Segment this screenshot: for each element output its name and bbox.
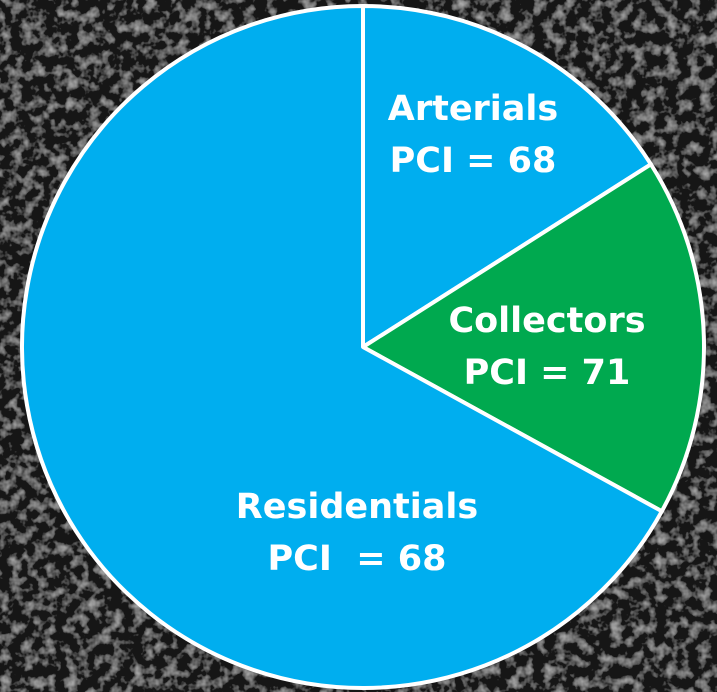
slice-label-arterials-pci: PCI = 68	[390, 141, 557, 181]
pie-labels: Arterials PCI = 68 Collectors PCI = 71 Resid…	[236, 89, 646, 579]
slice-label-collectors-pci: PCI = 71	[464, 353, 631, 393]
slice-label-collectors-name: Collectors	[448, 301, 645, 341]
pie-slice-residentials	[20, 4, 664, 690]
slice-label-residentials-name: Residentials	[236, 487, 478, 527]
slice-label-residentials-pci: PCI = 68	[268, 539, 447, 579]
pie-slices	[20, 4, 706, 690]
pie-slice-arterials	[361, 4, 653, 349]
slice-label-arterials-name: Arterials	[388, 89, 559, 129]
pie-slice-collectors	[361, 162, 706, 514]
